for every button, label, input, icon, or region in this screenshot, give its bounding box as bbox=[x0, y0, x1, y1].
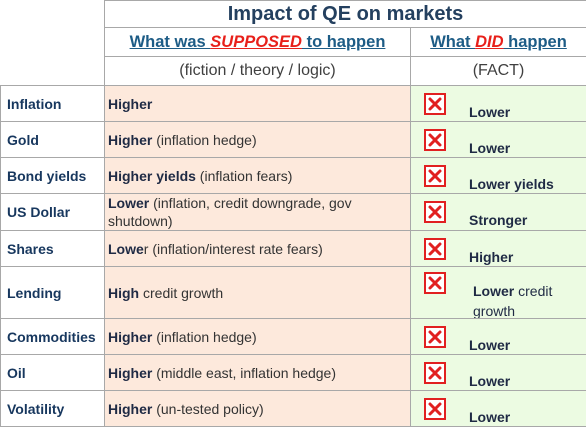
did-header-emphasis: DID bbox=[475, 32, 504, 51]
red-x-icon bbox=[424, 165, 446, 187]
did-header: What DID happen bbox=[410, 27, 586, 57]
supposed-main: Higher bbox=[108, 400, 153, 417]
supposed-cell: Lower (inflation/interest rate fears) bbox=[104, 230, 411, 267]
fact-main: Lower bbox=[469, 409, 511, 425]
supposed-cell: High credit growth bbox=[104, 266, 411, 319]
did-header-pre: What bbox=[430, 32, 476, 51]
table-row: Lending High credit growth Lower credit gr… bbox=[0, 266, 586, 319]
supposed-main: Higher yields bbox=[108, 167, 196, 184]
table-title: Impact of QE on markets bbox=[104, 0, 586, 28]
supposed-detail: (un-tested policy) bbox=[152, 400, 264, 417]
fact-main: Lower yields bbox=[469, 176, 554, 192]
table-row: Bond yields Higher yields (inflation fear… bbox=[0, 157, 586, 194]
fact-main: Lower bbox=[469, 104, 511, 120]
fact-cell: Lower bbox=[410, 318, 586, 355]
fact-text: Lower yields bbox=[469, 174, 554, 193]
fact-cell: Higher bbox=[410, 230, 586, 267]
supposed-cell: Higher yields (inflation fears) bbox=[104, 157, 411, 194]
row-label: Shares bbox=[0, 230, 105, 267]
fact-main: Lower bbox=[469, 337, 511, 353]
row-label: Gold bbox=[0, 121, 105, 158]
fact-text: Lower bbox=[469, 407, 511, 426]
row-label: Oil bbox=[0, 354, 105, 391]
fact-cell: Lower credit growth bbox=[410, 266, 586, 319]
supposed-cell: Higher (middle east, inflation hedge) bbox=[104, 354, 411, 391]
fact-cell: Lower bbox=[410, 354, 586, 391]
fact-text: Stronger bbox=[469, 210, 527, 230]
fact-main: Lower bbox=[469, 373, 511, 389]
did-header-post: happen bbox=[503, 32, 567, 51]
supposed-detail: (inflation fears) bbox=[195, 167, 293, 184]
red-x-icon bbox=[424, 362, 446, 384]
red-x-icon bbox=[424, 238, 446, 260]
corner-blank bbox=[0, 0, 105, 86]
row-label: US Dollar bbox=[0, 193, 105, 231]
fact-main: Higher bbox=[469, 249, 514, 265]
table-row: Oil Higher (middle east, inflation hedge)… bbox=[0, 354, 586, 391]
fact-text: Lower bbox=[469, 138, 511, 157]
supposed-main: Higher bbox=[108, 95, 153, 112]
red-x-icon bbox=[424, 272, 446, 294]
fact-main: Lower bbox=[469, 140, 511, 156]
fact-text: Lower bbox=[469, 102, 511, 121]
table-row: US Dollar Lower (inflation, credit downgr… bbox=[0, 193, 586, 231]
supposed-detail: (middle east, inflation hedge) bbox=[152, 364, 337, 381]
table-row: Gold Higher (inflation hedge) Lower bbox=[0, 121, 586, 158]
supposed-detail: (inflation hedge) bbox=[152, 328, 257, 345]
fact-main: Stronger bbox=[469, 212, 528, 228]
supposed-main: High bbox=[108, 284, 140, 301]
fact-cell: Lower bbox=[410, 390, 586, 427]
supposed-header: What was SUPPOSED to happen bbox=[104, 27, 411, 57]
supposed-header-emphasis: SUPPOSED bbox=[210, 32, 302, 51]
supposed-detail: r (inflation/interest rate fears) bbox=[143, 240, 323, 257]
table-row: Commodities Higher (inflation hedge) Lower bbox=[0, 318, 586, 355]
supposed-main: Lowe bbox=[108, 240, 144, 257]
fact-cell: Lower yields bbox=[410, 157, 586, 194]
red-x-icon bbox=[424, 398, 446, 420]
fact-cell: Stronger bbox=[410, 193, 586, 231]
supposed-cell: Higher (inflation hedge) bbox=[104, 121, 411, 158]
row-label: Lending bbox=[0, 266, 105, 319]
row-label: Bond yields bbox=[0, 157, 105, 194]
row-label: Inflation bbox=[0, 85, 105, 122]
supposed-main: Higher bbox=[108, 364, 153, 381]
did-subheader: (FACT) bbox=[410, 56, 586, 86]
table-row: Shares Lower (inflation/interest rate fea… bbox=[0, 230, 586, 267]
supposed-detail: credit growth bbox=[139, 284, 224, 301]
fact-detail: credit growth bbox=[473, 283, 553, 319]
table-row: Inflation Higher Lower bbox=[0, 85, 586, 122]
fact-main: Lower bbox=[473, 283, 515, 299]
supposed-main: Higher bbox=[108, 328, 153, 345]
supposed-cell: Higher (un-tested policy) bbox=[104, 390, 411, 427]
fact-text: Lower credit growth bbox=[473, 281, 583, 319]
fact-text: Higher bbox=[469, 247, 514, 266]
supposed-cell: Higher (inflation hedge) bbox=[104, 318, 411, 355]
supposed-main: Lower bbox=[108, 195, 150, 211]
row-label: Volatility bbox=[0, 390, 105, 427]
supposed-header-post: to happen bbox=[301, 32, 386, 51]
fact-text: Lower bbox=[469, 335, 511, 354]
supposed-detail: (inflation, credit downgrade, gov shutdo… bbox=[108, 195, 352, 229]
fact-text: Lower bbox=[469, 371, 511, 390]
supposed-cell: Higher bbox=[104, 85, 411, 122]
red-x-icon bbox=[424, 326, 446, 348]
supposed-detail: (inflation hedge) bbox=[152, 131, 257, 148]
supposed-subheader: (fiction / theory / logic) bbox=[104, 56, 411, 86]
red-x-icon bbox=[424, 201, 446, 223]
table-row: Volatility Higher (un-tested policy) Lower bbox=[0, 390, 586, 427]
supposed-header-pre: What was bbox=[129, 32, 211, 51]
supposed-main: Higher bbox=[108, 131, 153, 148]
red-x-icon bbox=[424, 129, 446, 151]
fact-cell: Lower bbox=[410, 85, 586, 122]
red-x-icon bbox=[424, 93, 446, 115]
row-label: Commodities bbox=[0, 318, 105, 355]
supposed-cell: Lower (inflation, credit downgrade, gov … bbox=[104, 193, 411, 231]
fact-cell: Lower bbox=[410, 121, 586, 158]
